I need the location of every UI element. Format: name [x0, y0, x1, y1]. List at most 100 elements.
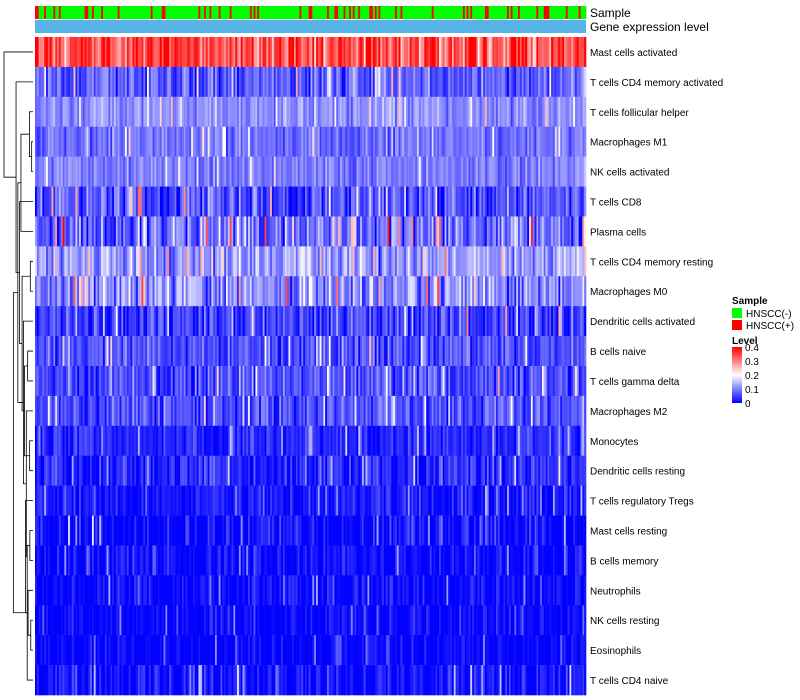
- heatmap-cell: [279, 156, 282, 187]
- heatmap-cell: [549, 336, 552, 367]
- heatmap-cell: [477, 156, 480, 187]
- heatmap-cell: [304, 336, 308, 367]
- heatmap-cell: [220, 186, 223, 217]
- heatmap-cell: [255, 276, 258, 307]
- heatmap-cell: [213, 37, 216, 68]
- heatmap-cell: [374, 366, 377, 397]
- heatmap-cell: [317, 96, 320, 128]
- heatmap-cell: [282, 216, 286, 247]
- heatmap-cell: [180, 366, 183, 397]
- sample-cell: [484, 6, 488, 19]
- heatmap-cell: [448, 455, 451, 486]
- heatmap-cell: [165, 186, 168, 217]
- heatmap-cell: [424, 246, 427, 277]
- heatmap-cell: [387, 306, 390, 337]
- heatmap-cell: [47, 37, 50, 68]
- heatmap-cell: [428, 276, 431, 307]
- heatmap-cell: [314, 156, 317, 187]
- sample-cell: [194, 6, 198, 19]
- heatmap-cell: [341, 276, 344, 307]
- heatmap-cell: [282, 37, 286, 68]
- heatmap-cell: [73, 366, 76, 397]
- heatmap-cell: [123, 246, 126, 277]
- heatmap-cell: [560, 425, 563, 457]
- heatmap-cell: [512, 455, 515, 486]
- heatmap-cell: [569, 425, 572, 457]
- sample-cell: [101, 6, 104, 19]
- sample-cell: [240, 6, 243, 19]
- heatmap-cell: [404, 395, 407, 427]
- heatmap-cell: [569, 306, 572, 337]
- heatmap-cell: [338, 306, 341, 337]
- heatmap-cell: [214, 395, 218, 427]
- heatmap-cell: [176, 306, 179, 337]
- heatmap-cell: [292, 186, 295, 217]
- heatmap-cell: [235, 395, 238, 427]
- heatmap-cell: [374, 156, 377, 187]
- heatmap-cell: [125, 425, 128, 457]
- heatmap-cell: [126, 425, 129, 457]
- heatmap-cell: [299, 395, 302, 427]
- heatmap-cell: [49, 336, 52, 367]
- heatmap-cell: [538, 216, 541, 247]
- sample-cell: [562, 6, 565, 19]
- heatmap-cell: [218, 96, 221, 128]
- heatmap-cell: [57, 336, 60, 367]
- heatmap-cell: [328, 37, 332, 68]
- heatmap-cell: [136, 156, 139, 187]
- heatmap-cell: [293, 216, 297, 247]
- heatmap-cell: [119, 306, 122, 337]
- heatmap-cell: [251, 366, 254, 397]
- heatmap-cell: [260, 455, 264, 486]
- heatmap-cell: [350, 395, 354, 427]
- heatmap-cell: [150, 156, 153, 187]
- heatmap-cell: [79, 126, 82, 157]
- heatmap-cell: [505, 366, 508, 397]
- heatmap-cell: [222, 485, 225, 516]
- heatmap-cell: [275, 276, 278, 307]
- heatmap-cell: [317, 366, 320, 397]
- heatmap-cell: [552, 306, 556, 337]
- heatmap-cell: [222, 455, 225, 486]
- heatmap-cell: [304, 366, 308, 397]
- heatmap-cell: [525, 37, 528, 68]
- heatmap-cell: [167, 455, 170, 486]
- heatmap-cell: [365, 306, 368, 337]
- heatmap-cell: [115, 126, 118, 157]
- heatmap-cell: [178, 276, 181, 307]
- heatmap-cell: [549, 306, 552, 337]
- heatmap-cell: [290, 336, 293, 367]
- heatmap-cell: [130, 96, 133, 128]
- heatmap-cell: [365, 366, 368, 397]
- heatmap-cell: [319, 186, 322, 217]
- heatmap-cell: [75, 96, 78, 128]
- heatmap-cell: [437, 455, 440, 486]
- heatmap-cell: [214, 306, 218, 337]
- heatmap-cell: [308, 395, 311, 427]
- sample-cell: [180, 6, 183, 19]
- heatmap-cell: [409, 395, 412, 427]
- heatmap-cell: [88, 96, 91, 128]
- heatmap-cell: [518, 246, 521, 277]
- heatmap-cell: [464, 186, 467, 217]
- heatmap-cell: [584, 186, 587, 217]
- heatmap-cell: [573, 336, 576, 367]
- heatmap-cell: [275, 246, 278, 277]
- heatmap-cell: [538, 306, 541, 337]
- heatmap-cell: [126, 485, 129, 516]
- heatmap-cell: [238, 336, 242, 367]
- heatmap-cell: [229, 37, 232, 68]
- heatmap-cell: [360, 306, 363, 337]
- heatmap-cell: [110, 37, 113, 68]
- heatmap-cell: [211, 276, 214, 307]
- heatmap-cell: [119, 485, 122, 516]
- heatmap-cell: [330, 126, 333, 157]
- heatmap-cell: [435, 37, 438, 68]
- heatmap-cell: [380, 66, 383, 98]
- heatmap-cell: [358, 186, 361, 217]
- heatmap-cell: [297, 276, 300, 307]
- heatmap-cell: [154, 126, 157, 157]
- heatmap-cell: [308, 485, 311, 516]
- heatmap-cell: [582, 455, 585, 486]
- heatmap-cell: [288, 216, 291, 247]
